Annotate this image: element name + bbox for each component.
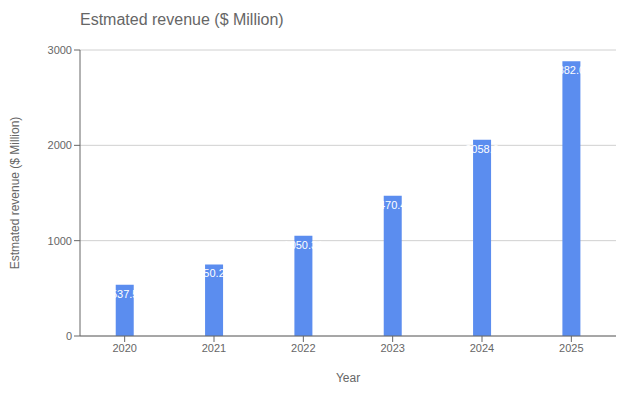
svg-text:750.22: 750.22 [197,267,231,279]
svg-text:2022: 2022 [291,342,315,354]
svg-text:2020: 2020 [112,342,136,354]
svg-text:2025: 2025 [559,342,583,354]
svg-text:2000: 2000 [48,139,72,151]
svg-text:1470.43: 1470.43 [373,199,413,211]
svg-text:1050.31: 1050.31 [284,239,324,251]
svg-text:3000: 3000 [48,44,72,56]
svg-text:2023: 2023 [380,342,404,354]
svg-text:2058.6: 2058.6 [465,143,499,155]
svg-text:1000: 1000 [48,235,72,247]
svg-text:2021: 2021 [202,342,226,354]
html-text:Estmated revenue ($ Million): Estmated revenue ($ Million) [80,11,284,28]
svg-text:537.5: 537.5 [111,288,139,300]
svg-text:Estmated revenue ($ Million): Estmated revenue ($ Million) [8,117,22,270]
svg-text:2882.05: 2882.05 [552,64,592,76]
svg-text:2024: 2024 [470,342,494,354]
svg-text:Year: Year [336,371,360,385]
svg-text:0: 0 [66,330,72,342]
